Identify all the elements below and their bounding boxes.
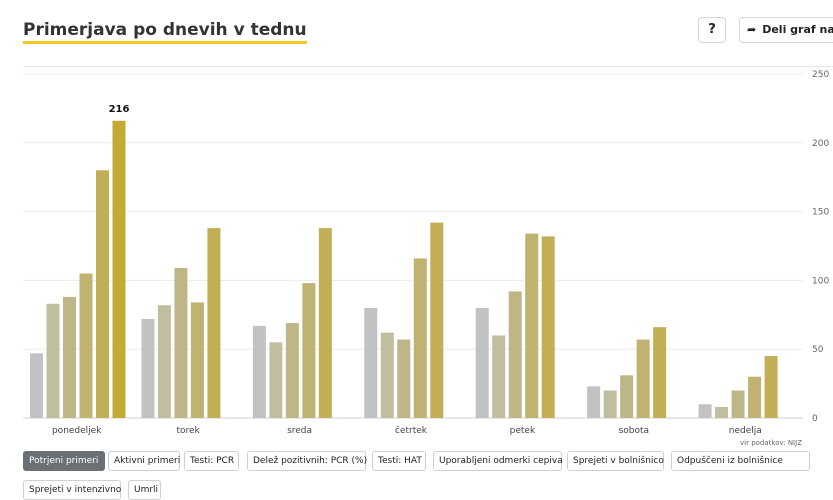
x-tick-label: petek: [510, 426, 536, 436]
x-tick-label: sreda: [287, 426, 312, 436]
bar: [285, 323, 299, 418]
bar: [79, 273, 93, 418]
bar: [112, 120, 126, 418]
share-arrow-icon: ➦: [747, 23, 757, 36]
header-divider: [23, 66, 833, 67]
y-tick-label: 150: [812, 208, 829, 218]
share-button[interactable]: ➦ Deli graf na: [739, 17, 833, 43]
bar: [525, 233, 539, 418]
y-tick-label: 100: [812, 276, 829, 286]
bar: [430, 222, 444, 418]
x-tick-label: četrtek: [395, 425, 428, 436]
tab-potrjeni-primeri[interactable]: Potrjeni primeri: [23, 451, 105, 471]
help-button[interactable]: ?: [698, 17, 726, 43]
tab-aktivni-primeri[interactable]: Aktivni primeri: [108, 451, 180, 471]
bar: [698, 404, 712, 418]
bar: [492, 335, 506, 418]
bar: [252, 325, 266, 418]
bar: [302, 283, 316, 418]
x-tick-label: torek: [176, 426, 200, 436]
bar: [207, 228, 221, 418]
bar: [96, 170, 109, 418]
bar: [636, 339, 650, 418]
tab-umrli[interactable]: Umrli: [128, 480, 161, 500]
bar: [397, 339, 411, 418]
tab-uporabljeni-odmerki-cepiva[interactable]: Uporabljeni odmerki cepiva: [433, 451, 563, 471]
bar: [620, 375, 634, 418]
data-label: 216: [109, 104, 130, 115]
bar: [508, 291, 522, 418]
tab-testi-hat[interactable]: Testi: HAT: [372, 451, 426, 471]
bar: [413, 258, 427, 418]
bar: [748, 376, 762, 418]
tab-delež-pozitivnih-pcr[interactable]: Delež pozitivnih: PCR (%): [247, 451, 367, 471]
bar: [30, 353, 43, 418]
y-tick-label: 0: [812, 414, 818, 424]
tab-odpuščeni-iz-bolnišnice[interactable]: Odpuščeni iz bolnišnice: [671, 451, 810, 471]
y-tick-label: 250: [812, 70, 829, 80]
bar: [141, 318, 155, 418]
bar: [269, 342, 283, 418]
bar: [380, 332, 394, 418]
bar: [715, 406, 729, 418]
y-tick-label: 200: [812, 139, 829, 149]
x-tick-label: ponedeljek: [52, 426, 102, 436]
bar: [653, 327, 667, 418]
bar: [46, 303, 60, 418]
data-source: vir podatkov: NIJZ: [740, 439, 802, 447]
share-button-label: Deli graf na: [762, 23, 833, 36]
tab-sprejeti-v-bolnišnico[interactable]: Sprejeti v bolnišnico: [567, 451, 664, 471]
bar: [541, 236, 555, 418]
bar: [475, 307, 489, 418]
bar: [764, 356, 778, 418]
bar: [587, 386, 601, 418]
bar: [63, 296, 76, 418]
bar: [731, 390, 745, 418]
chart-title: Primerjava po dnevih v tednu: [23, 20, 307, 44]
bar: [190, 302, 204, 418]
x-tick-label: nedelja: [729, 426, 762, 436]
bar: [318, 228, 332, 418]
bar: [603, 390, 617, 418]
bar: [174, 268, 188, 418]
bar: [364, 307, 378, 418]
tab-sprejeti-v-intenzivno[interactable]: Sprejeti v intenzivno: [23, 480, 121, 500]
bar-chart: 0 50 100 150 200 250 216 ponedeljek torek sreda če…: [23, 70, 829, 436]
bar: [157, 305, 171, 418]
x-tick-label: sobota: [619, 426, 649, 436]
y-tick-label: 50: [812, 345, 824, 355]
tab-testi-pcr[interactable]: Testi: PCR: [184, 451, 239, 471]
